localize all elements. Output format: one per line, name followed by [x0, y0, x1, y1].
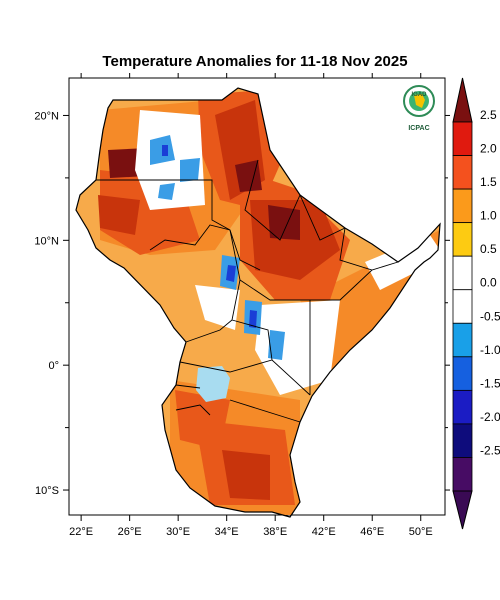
- colorbar-segment: [452, 155, 473, 190]
- region-outline: [75, 87, 441, 518]
- colorbar-segment: [452, 222, 473, 257]
- colorbar-label: 2.5: [480, 108, 497, 122]
- colorbar-label: 1.5: [480, 175, 497, 189]
- colorbar-label: 2.0: [480, 142, 497, 156]
- lon-label: 26°E: [118, 526, 142, 538]
- colorbar-label: -0.5: [480, 309, 500, 323]
- lon-label: 30°E: [166, 526, 190, 538]
- colorbar-top-arrow: [452, 77, 473, 123]
- colorbar: 2.5 2.0 1.5 1.0 0.5 0.0 -0.5 -1.0 -1.5 -2.0 -2.5: [452, 77, 500, 530]
- colorbar-label: -2.5: [480, 443, 500, 457]
- colorbar-segment: [452, 322, 473, 358]
- map-title: Temperature Anomalies for 11-18 Nov 2025: [102, 53, 408, 70]
- colorbar-segment: [452, 356, 473, 391]
- colorbar-segment: [452, 121, 473, 156]
- lon-label: 46°E: [360, 526, 384, 538]
- latitude-labels: 20°N 10°N 0° 10°S: [34, 110, 59, 497]
- axis-ticks: [63, 73, 450, 521]
- colorbar-label: 1.0: [480, 209, 497, 223]
- lon-label: 22°E: [69, 526, 93, 538]
- colorbar-segment: [452, 389, 473, 425]
- lon-label: 42°E: [312, 526, 336, 538]
- lon-label: 50°E: [409, 526, 433, 538]
- country-borders: [96, 99, 399, 423]
- colorbar-label: -2.0: [480, 410, 500, 424]
- colorbar-segment: [452, 289, 473, 324]
- colorbar-label: -1.5: [480, 376, 500, 390]
- longitude-labels: 22°E 26°E 30°E 34°E 38°E 42°E 46°E 50°E: [69, 526, 433, 538]
- lat-label: 20°N: [34, 110, 59, 122]
- colorbar-label: -1.0: [480, 343, 500, 357]
- lat-label: 10°N: [34, 235, 59, 247]
- colorbar-segment: [452, 423, 473, 458]
- colorbar-label: 0.5: [480, 242, 497, 256]
- colorbar-label: 0.0: [480, 276, 497, 290]
- lon-label: 34°E: [215, 526, 239, 538]
- colorbar-bottom-arrow: [452, 490, 473, 530]
- logo-bottom-text: ICPAC: [408, 125, 429, 132]
- lat-label: 10°S: [35, 485, 59, 497]
- logo-top-text: IGAD: [412, 92, 428, 98]
- lon-label: 38°E: [263, 526, 287, 538]
- colorbar-segment: [452, 188, 473, 224]
- lat-label: 0°: [48, 360, 59, 372]
- colorbar-segment: [452, 457, 473, 492]
- icpac-logo: IGAD ICPAC: [403, 85, 435, 132]
- colorbar-segment: [452, 255, 473, 291]
